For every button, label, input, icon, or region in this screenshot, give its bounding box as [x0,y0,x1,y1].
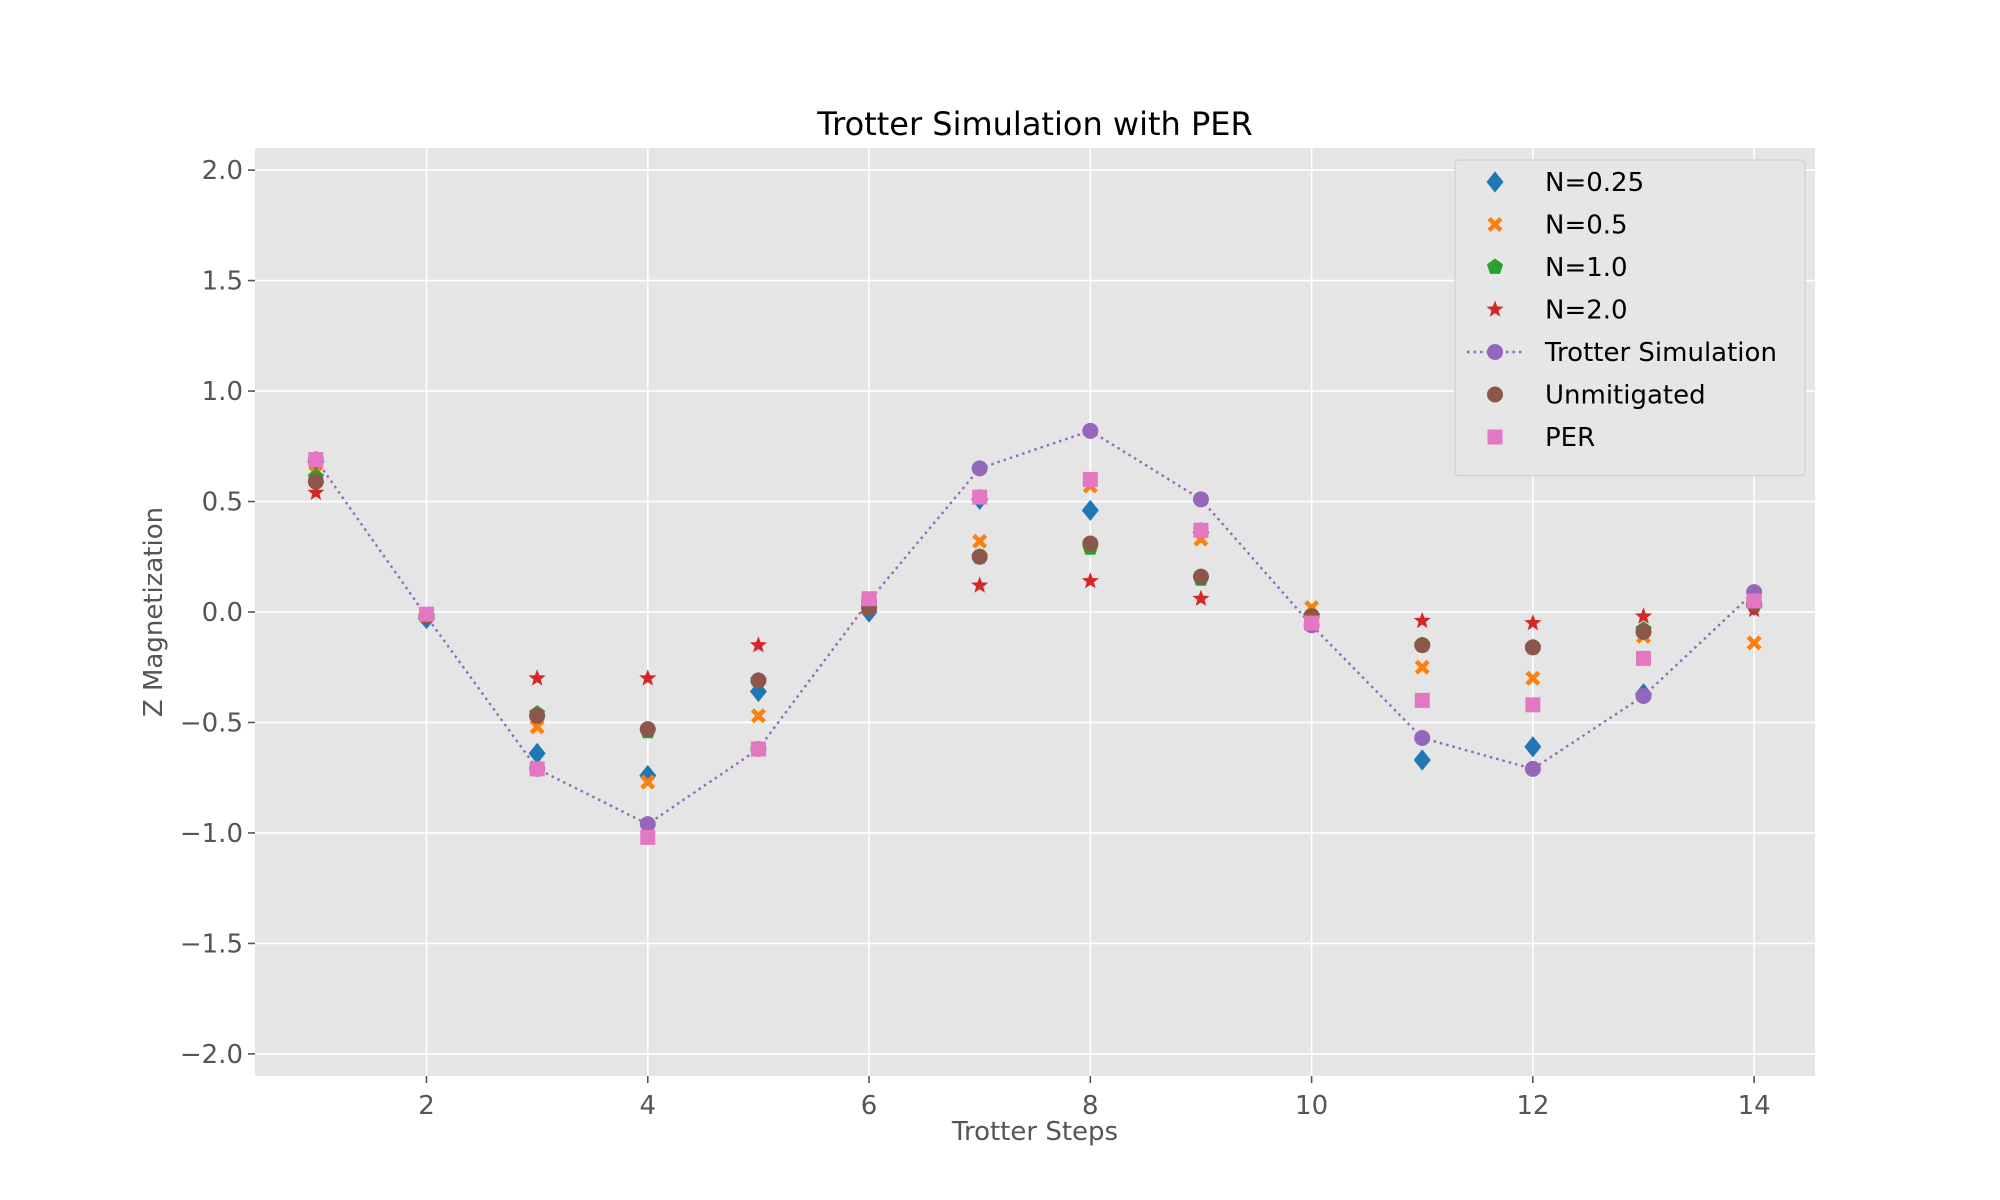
legend-marker-per [1487,429,1503,445]
series-layer [307,422,1763,845]
legend-marker-n-1-0 [1486,258,1504,274]
y-tick-label: −2.0 [180,1040,243,1070]
data-point-n-0-5 [640,774,656,790]
data-point-n-2-0 [1081,572,1099,589]
legend-marker-n-0-25 [1486,171,1504,193]
data-point-per [1082,471,1098,487]
data-point-unmitigated [639,721,656,738]
data-point-n-0-25 [1413,749,1431,771]
y-tick-label: 0.0 [202,598,243,628]
data-point-per [529,761,545,777]
data-point-unmitigated [1082,535,1099,552]
x-tick-label: 4 [639,1091,656,1121]
y-axis-ticks: −2.0 −1.5 −1.0 −0.5 0.0 0.5 1.0 1.5 2.0 [180,156,255,1070]
data-point-unmitigated [1635,623,1652,640]
legend-label-n-0-25: N=0.25 [1545,168,1644,198]
data-point-per [1304,615,1320,631]
data-point-n-0-5 [1525,670,1541,686]
data-point-trotter-simulation [1192,491,1209,508]
y-tick-label: −0.5 [180,708,243,738]
data-point-unmitigated [307,473,324,490]
legend-label-trotter-simulation: Trotter Simulation [1544,338,1777,368]
data-point-n-2-0 [639,669,657,686]
y-tick-label: 1.5 [202,267,243,297]
series-line-trotter-simulation [314,429,1755,826]
data-point-per [1525,697,1541,713]
data-point-n-0-5 [972,533,988,549]
y-axis-label: Z Magnetization [139,507,169,717]
data-point-unmitigated [1414,637,1431,654]
data-point-n-2-0 [1634,607,1653,624]
data-point-unmitigated [529,707,546,724]
data-point-n-0-25 [1081,499,1099,521]
data-point-n-2-0 [749,636,767,653]
legend-label-n-0-5: N=0.5 [1545,211,1628,241]
data-point-n-2-0 [1192,589,1210,607]
data-point-unmitigated [1524,639,1541,656]
data-point-per [1193,522,1209,538]
data-point-n-2-0 [528,669,546,686]
x-tick-label: 8 [1082,1091,1099,1121]
data-point-trotter-simulation [639,816,656,833]
data-point-n-0-5 [1746,635,1762,651]
data-point-n-0-25 [528,742,546,765]
data-point-per [861,591,877,607]
data-point-n-2-0 [971,576,989,593]
y-tick-label: 0.5 [202,488,243,518]
data-point-per [972,489,988,505]
data-point-n-0-5 [750,708,766,724]
data-point-trotter-simulation [1524,760,1541,777]
data-point-n-0-5 [529,719,545,735]
y-tick-label: 2.0 [202,156,243,186]
x-tick-label: 14 [1738,1091,1771,1121]
data-point-unmitigated [750,672,767,689]
x-tick-label: 6 [861,1091,878,1121]
x-axis-ticks: 2 4 6 8 10 12 14 [418,1076,1771,1121]
data-point-per [640,829,656,845]
x-axis-label: Trotter Steps [951,1117,1118,1147]
grid-lines [255,148,1815,1076]
data-point-trotter-simulation [1082,422,1099,439]
legend-marker-n-0-5 [1487,217,1503,232]
data-point-trotter-simulation [971,460,988,477]
data-point-n-2-0 [1524,614,1542,631]
data-point-per [1746,593,1762,609]
legend-label-per: PER [1545,423,1595,453]
data-point-n-2-0 [307,483,325,500]
series-per [308,452,1762,845]
x-tick-label: 10 [1295,1091,1328,1121]
data-point-trotter-simulation [1635,687,1652,704]
legend-marker-unmitigated [1487,386,1503,403]
x-tick-label: 12 [1516,1091,1549,1121]
data-point-per [1414,692,1430,708]
data-point-per [308,452,324,468]
data-point-per [418,606,434,622]
data-point-n-2-0 [1413,611,1431,629]
data-point-trotter-simulation [1414,729,1431,746]
chart-title: Trotter Simulation with PER [816,105,1252,143]
x-tick-label: 2 [418,1091,435,1121]
legend-marker-trotter-simulation [1487,344,1503,360]
y-tick-label: 1.0 [202,377,243,407]
legend-label-n-2-0: N=2.0 [1545,296,1628,326]
y-tick-label: −1.5 [180,929,243,959]
legend-box [1454,159,1806,477]
legend-marker-n-2-0 [1486,300,1504,317]
legend-label-n-1-0: N=1.0 [1545,253,1628,283]
data-point-unmitigated [971,548,988,565]
data-point-unmitigated [1192,568,1209,585]
legend: N=0.25 N=0.5 N=1.0 N=2.0 Trotter Simulation U… [1454,159,1806,477]
data-point-per [750,741,766,757]
legend-label-unmitigated: Unmitigated [1545,381,1706,411]
y-tick-label: −1.0 [180,819,243,849]
data-point-n-0-25 [1524,736,1542,758]
data-point-n-0-5 [1414,659,1430,675]
data-point-per [1636,650,1652,666]
